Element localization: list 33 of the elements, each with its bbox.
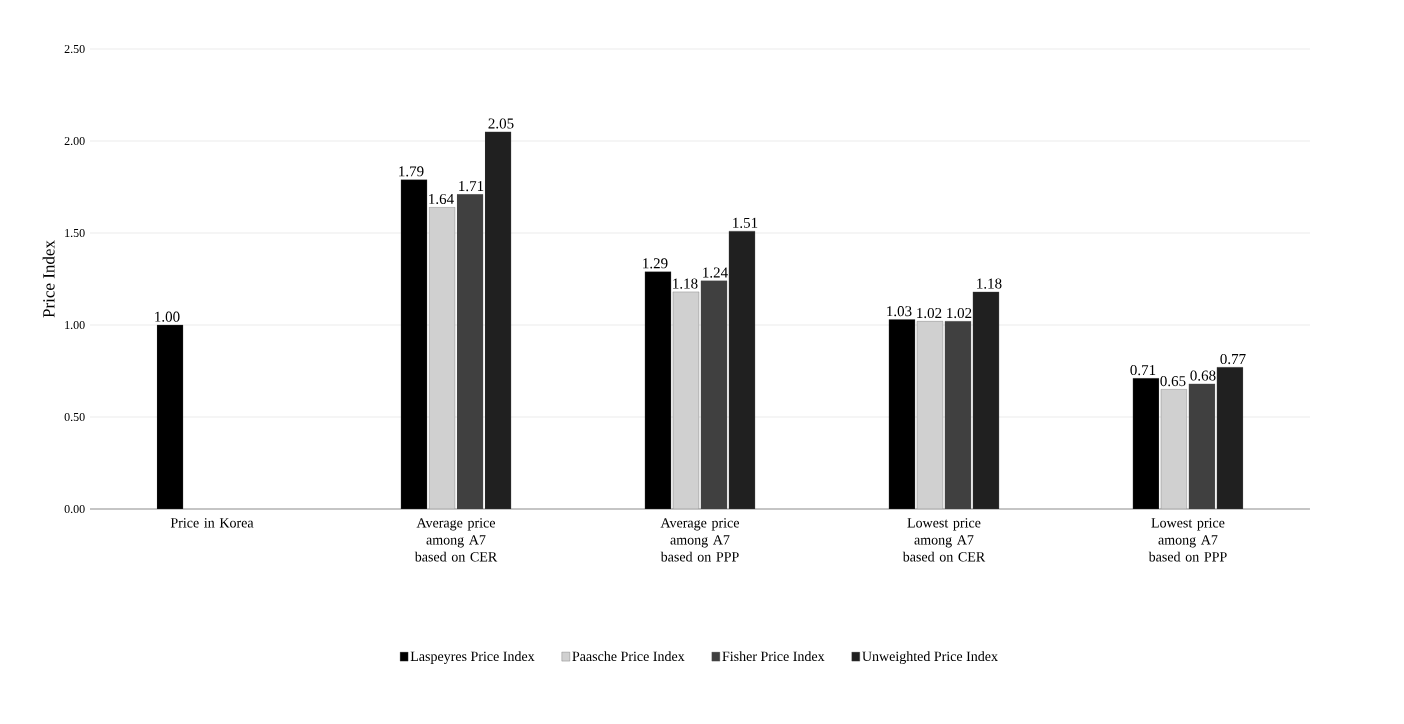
y-tick-label: 2.50 [64,44,85,54]
x-tick-label: Price in Korea [170,518,254,528]
x-tick-label: Lowest price among A7 based on PPP [1148,518,1227,562]
data-label: 0.77 [1220,353,1246,365]
data-label: 1.24 [703,267,728,278]
data-label: 0.71 [1130,364,1156,376]
data-label: 1.00 [155,311,180,322]
data-label: 1.79 [399,166,424,177]
data-label: 1.02 [947,307,972,319]
y-axis-title: Price Index [42,240,55,318]
legend-label: Laspeyres Price Index [410,651,535,664]
data-label: 1.03 [887,306,912,317]
y-tick-label: 0.00 [64,504,85,514]
data-label: 2.05 [488,118,514,129]
x-tick-label: Average price among A7 based on PPP [660,518,740,562]
legend-label: Unweighted Price Index [862,651,998,664]
y-tick-label: 2.00 [64,136,85,146]
data-label: 0.68 [1190,370,1216,381]
data-label: 1.29 [643,258,668,269]
data-label: 0.65 [1160,376,1186,387]
data-label: 1.71 [459,181,484,192]
y-tick-label: 0.50 [64,412,85,422]
legend-label: Paasche Price Index [572,651,685,662]
data-label: 1.02 [917,307,942,319]
x-tick-label: Lowest price among A7 based on CER [902,518,986,562]
data-label: 1.18 [977,278,1002,289]
x-tick-label: Average price among A7 based on CER [414,518,498,562]
y-tick-label: 1.00 [65,320,85,330]
data-label: 1.18 [673,278,698,289]
legend-label: Fisher Price Index [722,651,825,662]
data-label: 1.51 [733,217,758,228]
y-tick-label: 1.50 [65,228,85,238]
data-label: 1.64 [429,193,454,205]
